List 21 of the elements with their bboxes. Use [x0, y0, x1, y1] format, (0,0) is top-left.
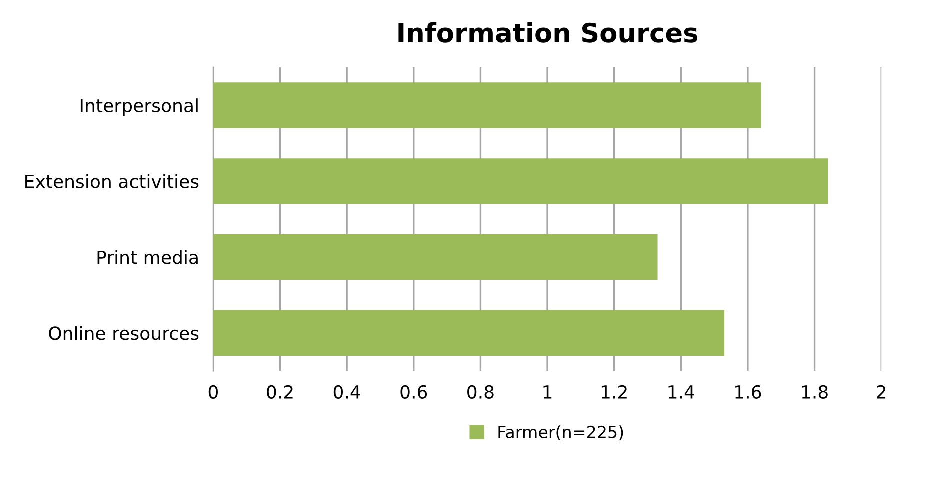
y-tick-label: Online resources [49, 326, 199, 340]
chart-title: Information Sources [398, 22, 698, 43]
x-tick-label: 1.8 [802, 385, 828, 400]
y-tick-label: Print media [98, 250, 198, 264]
x-tick-label: 0.4 [334, 385, 360, 400]
x-tick-label: 0 [208, 385, 218, 400]
x-tick-label: 1.6 [736, 385, 762, 400]
y-tick-label: Extension activities [26, 174, 199, 188]
x-tick-label: 1.2 [602, 385, 627, 399]
x-tick-label: 1.4 [668, 386, 694, 399]
x-tick-label: 0.2 [267, 385, 293, 400]
y-tick-label: Interpersonal [80, 98, 198, 116]
x-tick-label: 0.8 [468, 385, 494, 400]
bar [213, 158, 828, 204]
bar [213, 234, 658, 280]
x-tick-label: 0.6 [400, 385, 428, 400]
bar [213, 310, 725, 356]
x-tick-label: 2 [877, 385, 886, 399]
legend-label: Farmer(n=225) [498, 426, 624, 440]
x-tick-label: 1 [544, 386, 552, 399]
bar [213, 82, 762, 128]
